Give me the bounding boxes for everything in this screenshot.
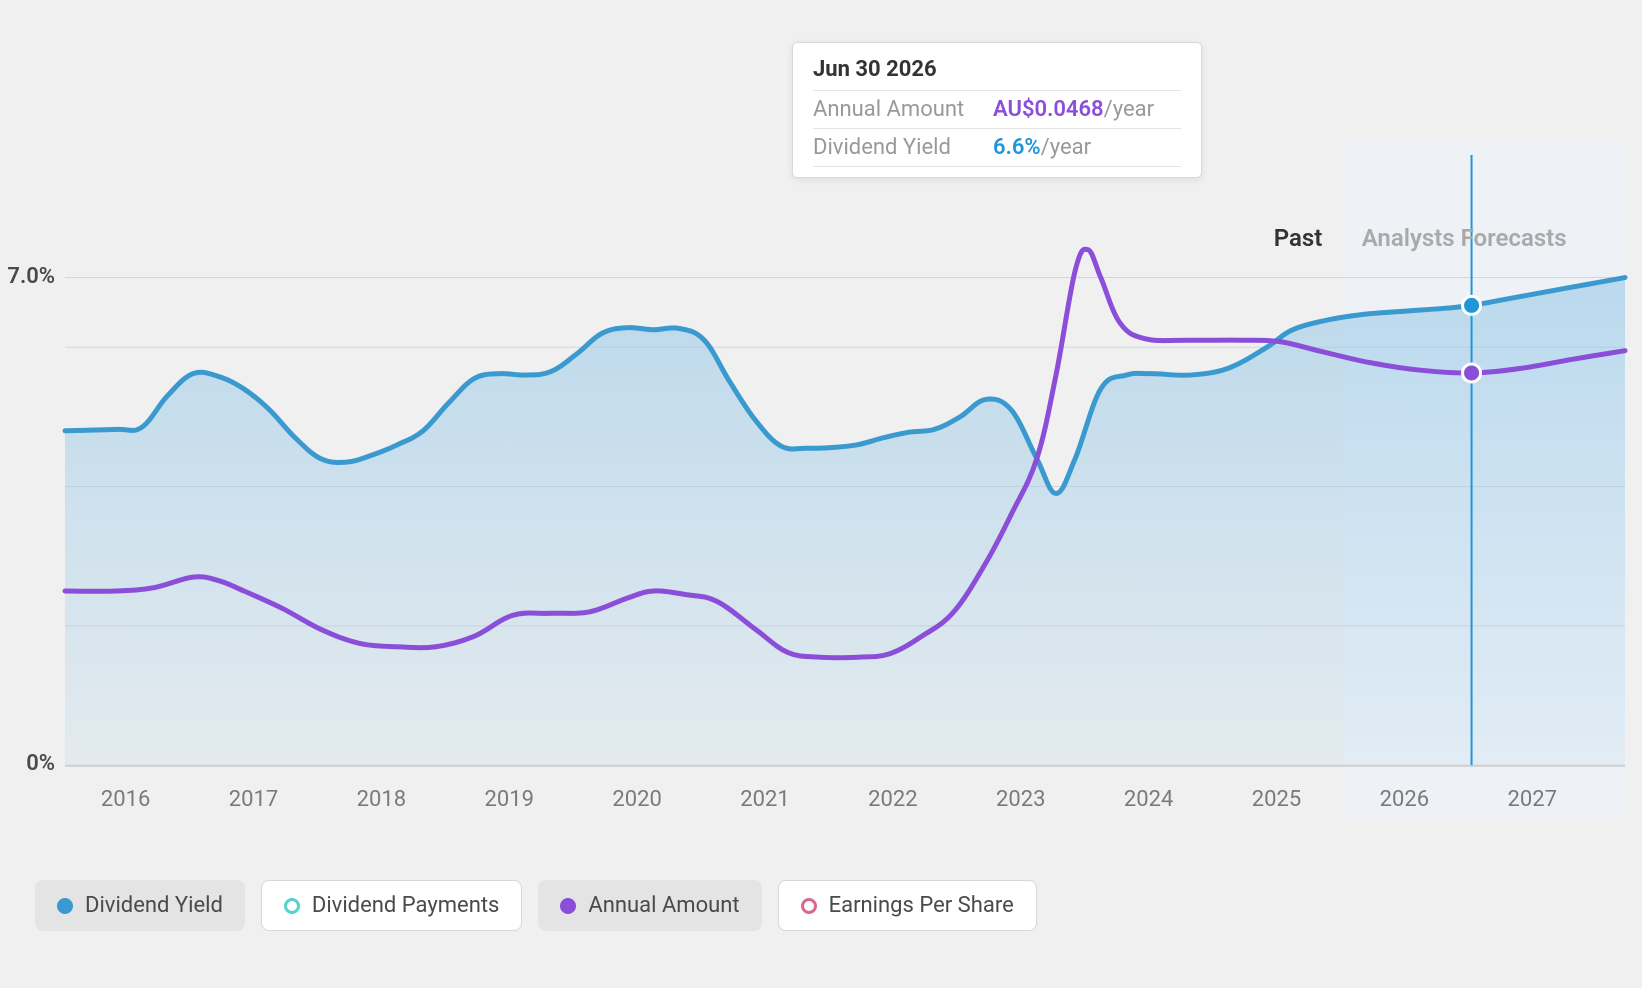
x-axis-tick-label: 2021 xyxy=(740,787,789,812)
tooltip-row-value: AU$0.0468 xyxy=(993,97,1104,122)
dividend-chart: 0% 7.0% 2016 2017 2018 2019 2020 2021 2022 2023 2… xyxy=(0,0,1642,988)
tooltip-title: Jun 30 2026 xyxy=(813,57,1181,91)
x-axis-tick-label: 2020 xyxy=(612,787,661,812)
hover-marker xyxy=(1463,296,1481,314)
x-axis-tick-label: 2022 xyxy=(868,787,917,812)
legend-item-label: Annual Amount xyxy=(588,893,739,918)
legend-item-dividend-payments[interactable]: Dividend Payments xyxy=(261,880,523,931)
legend-marker-icon xyxy=(57,898,73,914)
chart-tooltip: Jun 30 2026 Annual AmountAU$0.0468/yearD… xyxy=(792,42,1202,178)
past-region-label: Past xyxy=(1274,224,1323,252)
y-axis-tick-label: 0% xyxy=(26,751,55,776)
legend-item-earnings-per-share[interactable]: Earnings Per Share xyxy=(778,880,1037,931)
x-axis-tick-label: 2019 xyxy=(485,787,534,812)
forecast-region-label: Analysts Forecasts xyxy=(1362,224,1567,252)
y-axis-tick-label: 7.0% xyxy=(7,264,55,289)
x-axis-tick-label: 2017 xyxy=(229,787,278,812)
dividend-yield-area xyxy=(65,278,1625,766)
legend-item-dividend-yield[interactable]: Dividend Yield xyxy=(35,880,245,931)
chart-legend: Dividend Yield Dividend Payments Annual Am… xyxy=(35,880,1037,931)
x-axis-tick-label: 2026 xyxy=(1380,787,1429,812)
legend-item-label: Dividend Yield xyxy=(85,893,223,918)
tooltip-row-label: Annual Amount xyxy=(813,97,993,122)
x-axis-tick-label: 2027 xyxy=(1507,787,1556,812)
tooltip-row-label: Dividend Yield xyxy=(813,135,993,160)
tooltip-row-unit: /year xyxy=(1104,97,1154,122)
hover-marker xyxy=(1463,364,1481,382)
tooltip-row: Dividend Yield6.6%/year xyxy=(813,129,1181,167)
legend-item-label: Earnings Per Share xyxy=(829,893,1014,918)
x-axis-tick-label: 2024 xyxy=(1124,787,1173,812)
tooltip-row-value: 6.6% xyxy=(993,135,1041,160)
legend-marker-icon xyxy=(560,898,576,914)
x-axis-tick-label: 2025 xyxy=(1252,787,1301,812)
legend-marker-icon xyxy=(801,898,817,914)
legend-item-annual-amount[interactable]: Annual Amount xyxy=(538,880,761,931)
tooltip-row-unit: /year xyxy=(1041,135,1091,160)
x-axis-tick-label: 2016 xyxy=(101,787,150,812)
legend-item-label: Dividend Payments xyxy=(312,893,500,918)
tooltip-row: Annual AmountAU$0.0468/year xyxy=(813,91,1181,129)
x-axis-tick-label: 2018 xyxy=(357,787,406,812)
legend-marker-icon xyxy=(284,898,300,914)
x-axis-tick-label: 2023 xyxy=(996,787,1045,812)
